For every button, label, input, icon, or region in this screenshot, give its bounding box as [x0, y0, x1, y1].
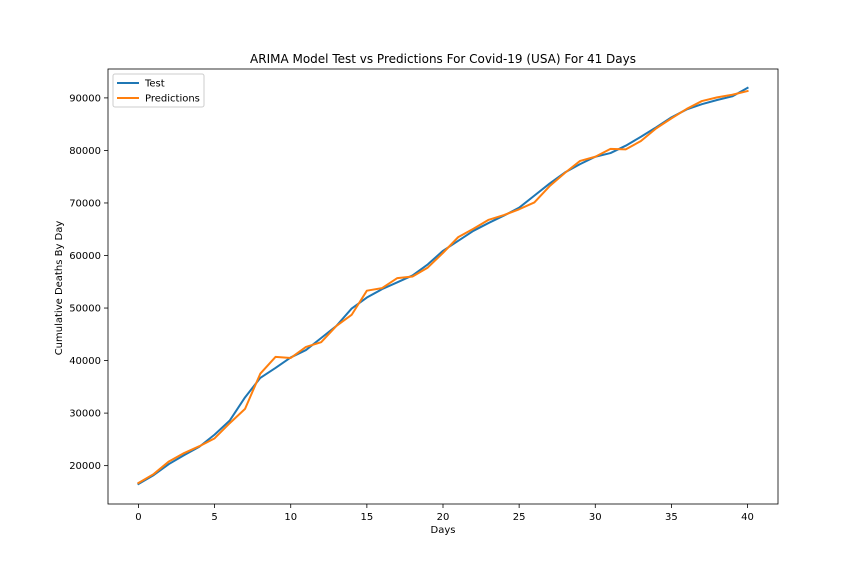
chart-title: ARIMA Model Test vs Predictions For Covi…	[250, 52, 636, 66]
x-tick-label: 40	[741, 512, 754, 523]
x-tick-label: 5	[211, 512, 217, 523]
legend-label-predictions: Predictions	[145, 94, 200, 105]
legend-label-test: Test	[144, 79, 165, 90]
y-tick-label: 80000	[69, 146, 101, 157]
x-tick-label: 15	[360, 512, 373, 523]
x-tick-label: 30	[589, 512, 602, 523]
y-tick-label: 40000	[69, 356, 101, 367]
x-tick-label: 0	[135, 512, 141, 523]
y-tick-label: 50000	[69, 304, 101, 315]
plot-area: 0 5 10 15 20 25 30 35 40 20000 30000 40000 50000 6000…	[69, 86, 754, 523]
x-tick-label: 35	[665, 512, 678, 523]
x-tick-label: 20	[437, 512, 450, 523]
y-axis-label: Cumulative Deaths By Day	[54, 221, 65, 356]
x-tick-label: 25	[513, 512, 526, 523]
series-line-test	[137, 86, 749, 486]
y-tick-label: 90000	[69, 93, 101, 104]
axes-frame	[107, 68, 779, 505]
y-tick-label: 70000	[69, 198, 101, 209]
y-tick-label: 20000	[69, 461, 101, 472]
x-tick-label: 10	[284, 512, 297, 523]
y-tick-label: 30000	[69, 409, 101, 420]
legend: Test Predictions	[112, 73, 205, 108]
x-axis-label: Days	[431, 525, 456, 536]
y-tick-label: 60000	[69, 251, 101, 262]
series-line-predictions	[137, 89, 749, 485]
